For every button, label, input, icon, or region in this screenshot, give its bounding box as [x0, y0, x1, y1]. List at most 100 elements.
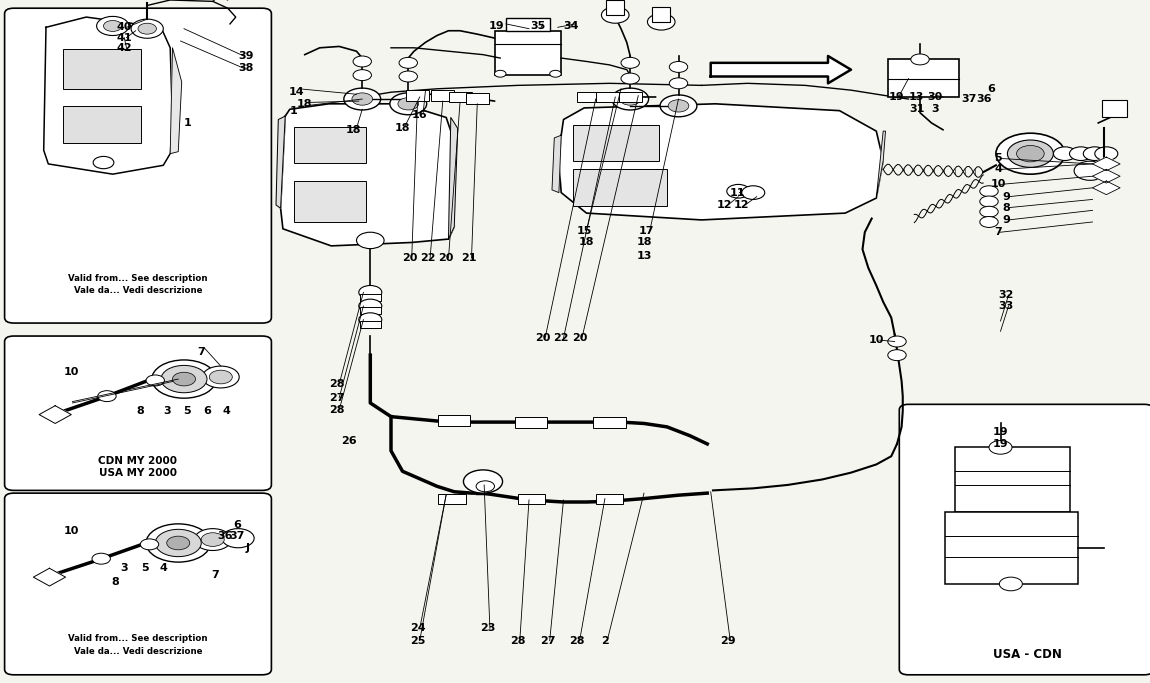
- Circle shape: [463, 470, 503, 493]
- Circle shape: [888, 336, 906, 347]
- Bar: [63, 49, 141, 89]
- Circle shape: [996, 133, 1065, 174]
- Text: 3: 3: [163, 406, 170, 416]
- Text: 18: 18: [394, 124, 411, 133]
- Circle shape: [980, 217, 998, 227]
- Circle shape: [344, 88, 381, 110]
- Circle shape: [399, 57, 417, 68]
- Circle shape: [352, 93, 373, 105]
- Text: 10: 10: [868, 335, 884, 345]
- Text: 6: 6: [988, 84, 995, 94]
- Circle shape: [194, 529, 231, 550]
- Text: 42: 42: [116, 43, 132, 53]
- Text: 10: 10: [990, 180, 1006, 189]
- Text: 18: 18: [578, 238, 595, 247]
- Text: 4: 4: [160, 563, 167, 573]
- Circle shape: [353, 70, 371, 81]
- Circle shape: [999, 577, 1022, 591]
- Text: 30: 30: [927, 92, 943, 102]
- Text: 20: 20: [572, 333, 588, 343]
- Circle shape: [647, 14, 675, 30]
- Circle shape: [201, 533, 224, 546]
- Circle shape: [601, 7, 629, 23]
- Bar: [494, 31, 561, 75]
- Polygon shape: [276, 116, 285, 208]
- Circle shape: [172, 372, 196, 386]
- FancyBboxPatch shape: [5, 336, 271, 490]
- Circle shape: [911, 54, 929, 65]
- Bar: [506, 18, 550, 31]
- Circle shape: [980, 206, 998, 217]
- Circle shape: [104, 20, 122, 31]
- Circle shape: [1083, 147, 1106, 161]
- Circle shape: [161, 365, 207, 393]
- Text: 22: 22: [420, 253, 436, 263]
- Circle shape: [1074, 161, 1106, 180]
- FancyBboxPatch shape: [5, 8, 271, 323]
- Text: 8: 8: [137, 406, 144, 416]
- Text: Vale da... Vedi descrizione: Vale da... Vedi descrizione: [74, 286, 202, 295]
- Bar: [431, 90, 454, 101]
- Circle shape: [1070, 147, 1092, 161]
- Circle shape: [359, 299, 382, 313]
- FancyBboxPatch shape: [899, 404, 1150, 675]
- Bar: [438, 415, 470, 426]
- Circle shape: [131, 19, 163, 38]
- Circle shape: [202, 366, 239, 388]
- Text: 33: 33: [998, 301, 1014, 311]
- Circle shape: [621, 73, 639, 84]
- Polygon shape: [711, 56, 851, 83]
- Text: 8: 8: [1003, 203, 1010, 212]
- Polygon shape: [39, 406, 71, 423]
- Text: 20: 20: [535, 333, 551, 343]
- Text: 28: 28: [569, 636, 585, 645]
- Circle shape: [621, 57, 639, 68]
- Circle shape: [359, 313, 382, 326]
- Circle shape: [146, 524, 210, 562]
- Text: 39: 39: [238, 51, 254, 61]
- Text: 28: 28: [329, 405, 345, 415]
- Text: CDN MY 2000: CDN MY 2000: [99, 456, 177, 466]
- Circle shape: [620, 93, 641, 105]
- Circle shape: [155, 529, 201, 557]
- Text: 14: 14: [289, 87, 305, 96]
- Circle shape: [888, 350, 906, 361]
- Text: 21: 21: [461, 253, 477, 263]
- Text: 2: 2: [601, 636, 608, 645]
- Text: 5: 5: [141, 563, 148, 573]
- Text: 4: 4: [223, 406, 230, 416]
- FancyBboxPatch shape: [5, 493, 271, 675]
- Circle shape: [356, 232, 384, 249]
- Text: 18: 18: [345, 125, 361, 135]
- Text: 32: 32: [998, 290, 1014, 300]
- Bar: [294, 127, 366, 163]
- Bar: [1102, 100, 1127, 117]
- Circle shape: [494, 70, 506, 77]
- Circle shape: [98, 391, 116, 402]
- Bar: [438, 494, 466, 504]
- Text: 12: 12: [734, 200, 750, 210]
- Bar: [606, 0, 624, 15]
- Polygon shape: [1092, 157, 1120, 171]
- Circle shape: [660, 95, 697, 117]
- Circle shape: [222, 529, 254, 548]
- Polygon shape: [33, 568, 66, 586]
- Text: 11: 11: [729, 188, 745, 197]
- Circle shape: [209, 370, 232, 384]
- Bar: [406, 90, 429, 101]
- Text: 24: 24: [409, 624, 426, 633]
- Text: 6: 6: [204, 406, 210, 416]
- Text: 36: 36: [217, 531, 233, 541]
- Text: 7: 7: [995, 227, 1002, 237]
- Circle shape: [399, 71, 417, 82]
- Circle shape: [1007, 140, 1053, 167]
- Polygon shape: [1092, 169, 1120, 183]
- Text: 28: 28: [509, 636, 526, 645]
- Circle shape: [669, 61, 688, 72]
- Text: 20: 20: [438, 253, 454, 263]
- Text: 23: 23: [480, 624, 496, 633]
- Polygon shape: [170, 48, 182, 154]
- Bar: [360, 307, 381, 314]
- Circle shape: [669, 78, 688, 89]
- Circle shape: [353, 56, 371, 67]
